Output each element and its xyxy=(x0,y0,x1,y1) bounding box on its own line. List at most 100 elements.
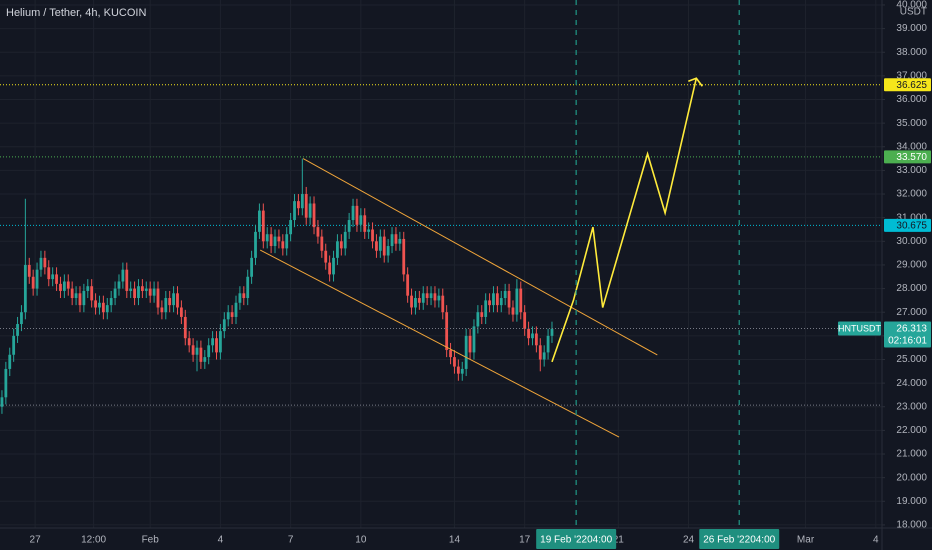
y-tick-label: 20.000 xyxy=(896,472,927,483)
candle-body xyxy=(414,298,417,308)
candle-body xyxy=(164,298,168,313)
candle-body xyxy=(421,293,425,303)
candle-body xyxy=(203,357,207,362)
candle-body xyxy=(258,210,261,232)
candle-body xyxy=(94,300,97,308)
candle-body xyxy=(449,350,452,358)
x-tick-label: 27 xyxy=(30,535,42,546)
candle-body xyxy=(20,312,23,325)
candle-body xyxy=(378,236,382,251)
candle-body xyxy=(308,203,312,218)
candle-body xyxy=(398,238,402,244)
y-tick-label: 25.000 xyxy=(896,354,927,365)
candle-body xyxy=(101,302,105,313)
candle-body xyxy=(371,229,374,242)
candle-body xyxy=(226,312,230,320)
candle-body xyxy=(176,293,179,308)
price-level-tag xyxy=(884,218,931,232)
candle-body xyxy=(168,298,172,306)
y-tick-label: 39.000 xyxy=(896,23,927,34)
x-tick-label: 4 xyxy=(218,535,224,546)
candle-body xyxy=(542,352,546,360)
candle-body xyxy=(538,345,542,360)
x-tick-label: Feb xyxy=(142,535,160,546)
candle-body xyxy=(207,345,211,358)
candle-body xyxy=(98,302,101,308)
candle-body xyxy=(246,276,250,299)
candle-body xyxy=(4,368,8,398)
candle-body xyxy=(515,288,519,315)
countdown-label: 02:16:01 xyxy=(888,336,927,347)
candle-body xyxy=(230,312,234,317)
y-tick-label: 33.000 xyxy=(896,165,927,176)
candle-body xyxy=(55,274,58,284)
candle-body xyxy=(289,220,293,235)
candle-body xyxy=(343,231,347,249)
candle-body xyxy=(402,238,406,275)
x-tick-label: 14 xyxy=(449,535,461,546)
candle-body xyxy=(328,262,332,275)
chart-title: Helium / Tether, 4h, KUCOIN xyxy=(6,7,146,19)
candle-body xyxy=(250,257,254,277)
candle-body xyxy=(125,269,129,291)
candle-body xyxy=(347,220,351,232)
candle-body xyxy=(531,333,534,339)
candle-body xyxy=(179,307,183,317)
candle-body xyxy=(527,328,530,339)
y-tick-label: 22.000 xyxy=(896,425,927,436)
candle-body xyxy=(16,324,19,336)
channel-line xyxy=(259,249,620,438)
candle-body xyxy=(12,335,16,355)
price-level-label: 30.675 xyxy=(896,220,927,231)
time-marker-time: 04:00 xyxy=(587,535,612,546)
candle-body xyxy=(187,338,191,346)
candle-body xyxy=(254,231,257,258)
candle-body xyxy=(129,288,133,291)
y-tick-label: 34.000 xyxy=(896,141,927,152)
candle-body xyxy=(51,274,55,280)
candle-body xyxy=(156,288,160,308)
candle-body xyxy=(191,345,195,355)
candle-body xyxy=(109,298,113,306)
candle-body xyxy=(339,241,343,249)
candle-body xyxy=(511,307,515,315)
candle-body xyxy=(117,281,121,289)
y-tick-label: 30.000 xyxy=(896,236,927,247)
candle-body xyxy=(222,319,226,332)
candle-body xyxy=(277,236,281,242)
candle-body xyxy=(86,286,90,291)
candle-body xyxy=(464,335,468,369)
candle-body xyxy=(62,281,66,291)
candle-body xyxy=(456,366,460,374)
candle-body xyxy=(503,290,507,299)
candle-body xyxy=(382,236,386,256)
candle-body xyxy=(519,288,523,313)
x-tick-label: 12:00 xyxy=(81,535,106,546)
candle-body xyxy=(39,257,43,270)
candle-body xyxy=(433,293,437,301)
candle-body xyxy=(359,215,363,225)
candle-body xyxy=(453,357,456,367)
candle-body xyxy=(215,338,218,353)
candle-body xyxy=(27,264,31,277)
candle-body xyxy=(460,368,464,374)
time-marker-time: 04:00 xyxy=(750,535,775,546)
candle-body xyxy=(429,293,433,299)
current-price-tag xyxy=(884,321,931,348)
time-marker-label: 26 Feb '22 xyxy=(703,535,750,546)
candle-body xyxy=(269,234,273,247)
candle-body xyxy=(133,288,136,299)
candle-body xyxy=(183,316,187,339)
y-tick-label: 32.000 xyxy=(896,189,927,200)
channel-line xyxy=(302,158,658,356)
candle-body xyxy=(47,267,51,280)
y-tick-label: 27.000 xyxy=(896,307,927,318)
candle-body xyxy=(546,335,550,353)
y-tick-label: 28.000 xyxy=(896,283,927,294)
candle-body xyxy=(8,354,12,369)
time-marker-label: 19 Feb '22 xyxy=(540,535,587,546)
candle-body xyxy=(488,300,491,306)
